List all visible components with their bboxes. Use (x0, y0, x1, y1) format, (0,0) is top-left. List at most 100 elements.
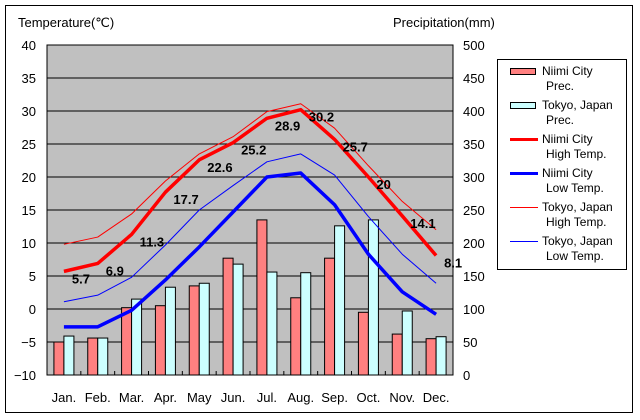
legend-swatch-tokyo-prec (510, 102, 536, 109)
x-axis-label: Jan. (52, 390, 77, 405)
bar-tokyo-prec (131, 298, 143, 376)
data-label: 17.7 (173, 192, 198, 207)
x-axis-tickmarks (80, 371, 420, 375)
legend-item-niimi-high: Niimi City High Temp. (498, 132, 626, 164)
left-tick-label: 0 (29, 302, 36, 317)
right-tick-label: 100 (463, 302, 485, 317)
legend: Niimi City Prec. Tokyo, Japan Prec. Niimi … (497, 59, 627, 270)
lines (63, 103, 438, 329)
right-tick-label: 0 (463, 368, 470, 383)
bar-niimi-prec (188, 285, 200, 376)
bar-niimi-prec (290, 297, 302, 376)
x-axis-label: Dec. (423, 390, 450, 405)
bar-tokyo-prec (232, 263, 244, 376)
data-label: 30.2 (309, 110, 334, 125)
legend-label: Niimi City (542, 166, 593, 180)
x-axis-label: Mar. (119, 390, 144, 405)
legend-item-tokyo-prec: Tokyo, Japan Prec. (498, 98, 626, 130)
left-tick-label: −5 (21, 335, 36, 350)
bar-tokyo-prec (300, 272, 312, 376)
x-axis-label: Aug. (287, 390, 314, 405)
x-axis-labels: Jan. Feb. Mar. Apr. May Jun. Jul. Aug. Sep. Oct. N… (52, 390, 450, 405)
bar-tokyo-prec (367, 219, 379, 376)
left-tick-label: 40 (22, 38, 36, 53)
x-axis-label: Feb. (85, 390, 111, 405)
bar-niimi-prec (324, 257, 336, 376)
legend-item-niimi-prec: Niimi City Prec. (498, 64, 626, 96)
legend-line-niimi-high (510, 138, 538, 141)
bar-tokyo-prec (97, 337, 109, 376)
bar-tokyo-prec (334, 225, 346, 376)
left-tick-label: 10 (22, 236, 36, 251)
line-tokyo-japan-high-temp (63, 103, 437, 245)
right-tick-label: 150 (463, 269, 485, 284)
bar-niimi-prec (357, 311, 369, 376)
bar-tokyo-prec (164, 286, 176, 376)
data-label: 25.2 (241, 143, 266, 158)
bar-niimi-prec (53, 341, 65, 376)
x-axis-label: May (187, 390, 212, 405)
data-labels: 5.7 6.9 11.3 17.7 22.6 25.2 28.9 30.2 25.7 20 14.1… (72, 110, 462, 287)
legend-label: High Temp. (546, 147, 607, 161)
bar-tokyo-prec (198, 282, 210, 376)
legend-label: Low Temp. (546, 249, 604, 263)
right-axis-title: Precipitation(mm) (393, 15, 495, 30)
right-tick-label: 300 (463, 170, 485, 185)
bar-niimi-prec (391, 333, 403, 376)
bar-niimi-prec (121, 307, 133, 376)
data-label: 6.9 (106, 263, 124, 278)
legend-label: Tokyo, Japan (542, 98, 613, 112)
right-tick-label: 200 (463, 236, 485, 251)
right-tick-label: 450 (463, 71, 485, 86)
legend-line-tokyo-high (510, 207, 538, 208)
legend-label: Tokyo, Japan (542, 200, 613, 214)
gridlines (47, 77, 453, 343)
data-label: 14.1 (410, 216, 435, 231)
data-label: 25.7 (343, 139, 368, 154)
data-label: 28.9 (275, 118, 300, 133)
x-axis-label: Oct. (356, 390, 380, 405)
legend-line-niimi-low (510, 172, 538, 175)
bar-niimi-prec (222, 257, 234, 376)
right-tick-label: 50 (463, 335, 477, 350)
legend-label: Prec. (546, 113, 575, 127)
bar-tokyo-prec (401, 310, 413, 376)
left-tick-label: 20 (22, 170, 36, 185)
left-tick-label: 15 (22, 203, 36, 218)
left-tick-label: −10 (14, 368, 36, 383)
data-label: 20 (376, 177, 390, 192)
right-tick-label: 350 (463, 137, 485, 152)
left-axis-title: Temperature(℃) (18, 15, 114, 30)
left-tick-label: 30 (22, 104, 36, 119)
legend-label: Tokyo, Japan (542, 234, 613, 248)
bar-niimi-prec (256, 219, 268, 376)
x-axis-label: Sep. (321, 390, 348, 405)
legend-label: High Temp. (546, 215, 607, 229)
legend-item-niimi-low: Niimi City Low Temp. (498, 166, 626, 198)
legend-swatch-niimi-prec (510, 68, 536, 75)
right-tick-label: 500 (463, 38, 485, 53)
bar-niimi-prec (87, 337, 99, 376)
left-tick-label: 25 (22, 137, 36, 152)
legend-label: Niimi City (542, 64, 593, 78)
left-axis-ticks: 40 35 30 25 20 15 10 5 0 −5 −10 (14, 38, 36, 383)
legend-label: Low Temp. (546, 181, 604, 195)
left-tick-label: 35 (22, 71, 36, 86)
legend-item-tokyo-high: Tokyo, Japan High Temp. (498, 200, 626, 232)
line-niimi-city-high-temp (63, 107, 438, 274)
bar-tokyo-prec (435, 336, 447, 376)
legend-item-tokyo-low: Tokyo, Japan Low Temp. (498, 234, 626, 266)
left-tick-label: 5 (29, 269, 36, 284)
x-axis-label: Apr. (154, 390, 177, 405)
line-tokyo-japan-low-temp (63, 153, 437, 303)
bar-tokyo-prec (266, 271, 278, 376)
right-tick-label: 250 (463, 203, 485, 218)
data-label: 8.1 (444, 256, 462, 271)
data-label: 11.3 (140, 234, 165, 249)
x-axis-label: Jun. (221, 390, 246, 405)
right-tick-label: 400 (463, 104, 485, 119)
bar-niimi-prec (425, 338, 437, 376)
x-axis-label: Jul. (257, 390, 277, 405)
